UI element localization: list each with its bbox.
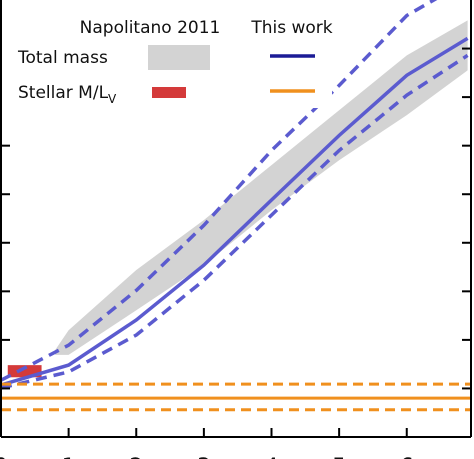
legend-label-text: Stellar M/L [18, 83, 109, 103]
legend-header: Napolitano 2011 [80, 18, 221, 38]
legend-swatch [152, 87, 186, 98]
x-tick-label: 3 [197, 455, 211, 459]
lower-bound [1, 53, 469, 390]
legend-header: This work [250, 18, 332, 38]
legend-label-text: Total mass [17, 48, 108, 68]
legend-swatch [148, 45, 210, 70]
band [55, 20, 468, 355]
legend-label: Stellar M/LV [18, 83, 117, 106]
legend: Napolitano 2011 This work Total mass Stella… [2, 0, 333, 108]
x-tick-label: 5 [332, 455, 346, 459]
x-tick-label: 4 [265, 455, 279, 459]
legend-label-subscript: V [108, 92, 117, 106]
upper-bound [1, 0, 438, 382]
curve [1, 36, 469, 387]
x-tick-label: 2 [129, 455, 143, 459]
x-tick-label: 1 [62, 455, 76, 459]
plot-area [1, 0, 471, 412]
x-tick-label: 6 [400, 455, 414, 459]
legend-label: Total mass [17, 48, 108, 68]
x-tick-label: 0 [0, 455, 8, 459]
